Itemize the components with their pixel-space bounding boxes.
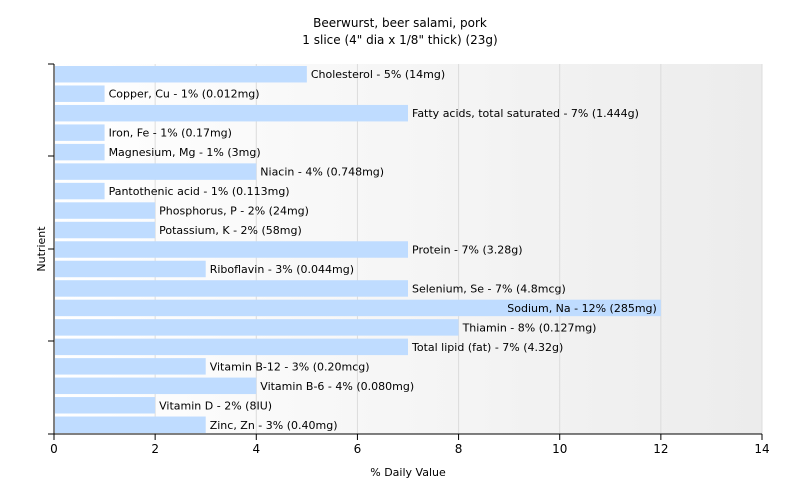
- bar-label: Fatty acids, total saturated - 7% (1.444…: [412, 107, 639, 120]
- bar: [55, 104, 408, 122]
- bar: [55, 143, 105, 161]
- bar: [55, 66, 307, 83]
- bar: [55, 280, 408, 297]
- bar-label: Phosphorus, P - 2% (24mg): [159, 205, 309, 218]
- x-tick-label: 14: [754, 442, 769, 456]
- bars: [55, 66, 661, 433]
- bar-label: Potassium, K - 2% (58mg): [159, 224, 302, 237]
- bar: [55, 221, 156, 239]
- bar-label: Selenium, Se - 7% (4.8mcg): [412, 282, 566, 295]
- bar: [55, 377, 257, 395]
- bar: [55, 299, 661, 317]
- x-tick-label: 6: [354, 442, 362, 456]
- bar-label: Protein - 7% (3.28g): [412, 244, 523, 257]
- bar: [55, 202, 156, 219]
- bar-label: Iron, Fe - 1% (0.17mg): [109, 127, 232, 140]
- chart-title: Beerwurst, beer salami, pork: [313, 16, 487, 30]
- bar-label: Cholesterol - 5% (14mg): [311, 68, 445, 81]
- x-tick-label: 10: [552, 442, 567, 456]
- x-tick-label: 2: [151, 442, 159, 456]
- chart-subtitle: 1 slice (4" dia x 1/8" thick) (23g): [302, 33, 497, 47]
- bar-label: Zinc, Zn - 3% (0.40mg): [210, 419, 338, 432]
- x-tick-label: 12: [653, 442, 668, 456]
- bar-label: Thiamin - 8% (0.127mg): [462, 321, 597, 334]
- x-tick-label: 0: [50, 442, 58, 456]
- bar: [55, 163, 257, 180]
- bar-label: Copper, Cu - 1% (0.012mg): [109, 88, 260, 101]
- bar: [55, 85, 105, 102]
- axes: [48, 63, 762, 435]
- bar: [55, 358, 206, 375]
- y-axis-label: Nutrient: [35, 226, 48, 272]
- bar: [55, 182, 105, 200]
- bar-label: Riboflavin - 3% (0.044mg): [210, 263, 354, 276]
- bar: [55, 260, 206, 278]
- x-tick-label: 4: [252, 442, 260, 456]
- bar: [55, 241, 408, 258]
- bar: [55, 397, 156, 414]
- bar-labels: Cholesterol - 5% (14mg) Copper, Cu - 1% (…: [109, 68, 657, 432]
- bar: [55, 124, 105, 141]
- bar-label: Magnesium, Mg - 1% (3mg): [109, 146, 261, 159]
- bar-label: Vitamin B-6 - 4% (0.080mg): [260, 380, 414, 393]
- bar: [55, 338, 408, 356]
- bar: [55, 416, 206, 433]
- x-axis-label: % Daily Value: [370, 466, 446, 479]
- bar-label: Vitamin B-12 - 3% (0.20mcg): [210, 360, 370, 373]
- x-tick-label: 8: [455, 442, 463, 456]
- bar-label: Niacin - 4% (0.748mg): [260, 166, 384, 179]
- x-axis-ticks: 0 2 4 6 8 10 12 14: [50, 434, 770, 456]
- bar-label: Pantothenic acid - 1% (0.113mg): [109, 185, 290, 198]
- bar: [55, 319, 459, 336]
- bar-label: Sodium, Na - 12% (285mg): [507, 302, 657, 315]
- bar-label: Vitamin D - 2% (8IU): [159, 399, 272, 412]
- bar-label: Total lipid (fat) - 7% (4.32g): [411, 341, 563, 354]
